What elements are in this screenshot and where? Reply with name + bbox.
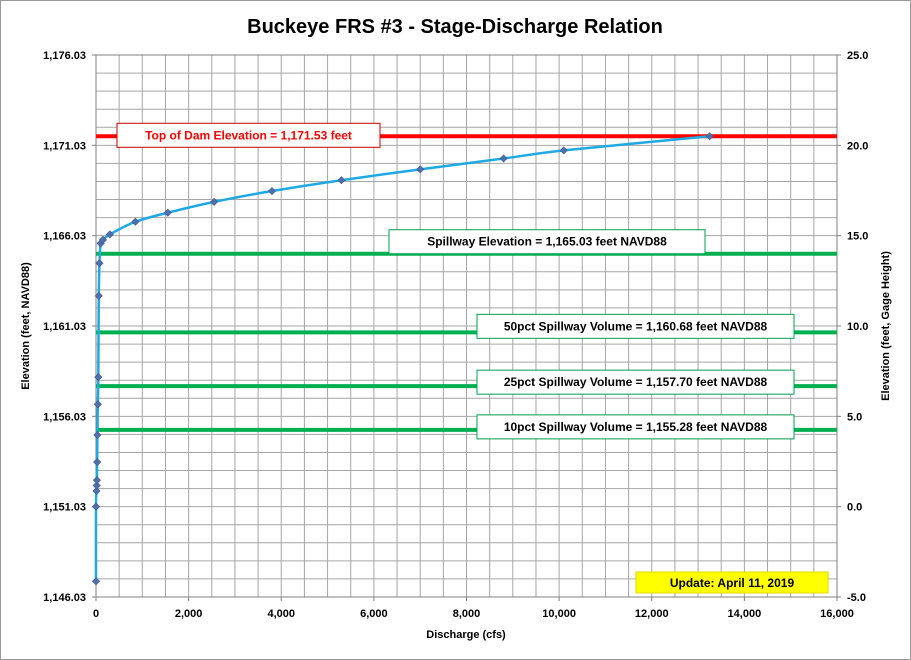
reference-label-box <box>476 414 795 440</box>
y2-tick-label: 0.0 <box>847 502 862 514</box>
reference-label: 10pct Spillway Volume = 1,155.28 feet NA… <box>504 420 768 434</box>
data-point <box>92 476 101 485</box>
x-tick-label: 0 <box>93 608 99 620</box>
x-tick-label: 14,000 <box>728 608 762 620</box>
y-tick-label: 1,171.03 <box>43 140 86 152</box>
y2-tick-label: 5.0 <box>847 411 862 423</box>
data-point <box>93 458 102 467</box>
reference-label-box <box>476 369 795 395</box>
data-point <box>559 146 568 155</box>
y2-tick-label: 15.0 <box>847 231 868 243</box>
data-point <box>163 208 172 217</box>
reference-label: 25pct Spillway Volume = 1,157.70 feet NA… <box>504 375 768 389</box>
y-tick-label: 1,176.03 <box>43 50 86 62</box>
data-point <box>131 217 140 226</box>
data-point <box>210 197 219 206</box>
data-point <box>499 154 508 163</box>
x-tick-label: 8,000 <box>453 608 481 620</box>
data-point <box>416 165 425 174</box>
data-point <box>94 291 103 300</box>
data-series <box>91 132 714 586</box>
data-point <box>92 486 101 495</box>
tick-labels: 0 2,000 4,000 6,000 8,000 10,000 12,000 14,000 1… <box>43 50 868 620</box>
chart-title: Buckeye FRS #3 - Stage-Discharge Relatio… <box>247 16 663 38</box>
reference-lines: Top of Dam Elevation = 1,171.53 feet Spil… <box>96 122 837 440</box>
data-point <box>91 502 101 511</box>
reference-label: 50pct Spillway Volume = 1,160.68 feet NA… <box>504 319 768 333</box>
data-point <box>93 430 102 439</box>
reference-label-box <box>476 313 795 339</box>
x-tick-label: 4,000 <box>267 608 295 620</box>
x-tick-label: 2,000 <box>175 608 203 620</box>
x-tick-label: 10,000 <box>542 608 576 620</box>
data-point <box>93 400 102 409</box>
data-point <box>94 373 103 382</box>
y-tick-label: 1,166.03 <box>43 231 86 243</box>
x-tick-label: 12,000 <box>635 608 669 620</box>
y-tick-label: 1,156.03 <box>43 411 86 423</box>
data-point <box>91 577 101 586</box>
data-point <box>267 187 277 196</box>
x-tick-label: 6,000 <box>360 608 388 620</box>
reference-label-box <box>116 122 381 148</box>
y-tick-label: 1,161.03 <box>43 321 86 333</box>
x-axis-label: Discharge (cfs) <box>426 629 506 641</box>
y-tick-label: 1,151.03 <box>43 502 86 514</box>
reference-label-box <box>388 229 706 255</box>
reference-label: Top of Dam Elevation = 1,171.53 feet <box>145 128 352 142</box>
reference-label: Spillway Elevation = 1,165.03 feet NAVD8… <box>427 235 667 249</box>
y-tick-label: 1,146.03 <box>43 592 86 604</box>
data-point <box>92 481 101 490</box>
update-annotation: Update: April 11, 2019 <box>635 571 829 594</box>
y2-tick-label: 25.0 <box>847 50 868 62</box>
x-tick-label: 16,000 <box>820 608 854 620</box>
data-point <box>98 235 107 244</box>
y2-axis-label: Elevation (feet, Gage Height) <box>880 251 892 401</box>
data-point <box>705 132 714 141</box>
y2-tick-label: -5.0 <box>847 592 866 604</box>
data-point <box>337 176 346 185</box>
series-line <box>94 135 710 582</box>
y2-tick-label: 10.0 <box>847 321 868 333</box>
y-axis-label: Elevation (feet, NAVD88) <box>20 262 32 390</box>
data-point <box>105 230 114 239</box>
y2-tick-label: 20.0 <box>847 140 868 152</box>
update-box <box>635 571 829 594</box>
update-text: Update: April 11, 2019 <box>670 576 795 590</box>
data-point <box>95 259 104 268</box>
